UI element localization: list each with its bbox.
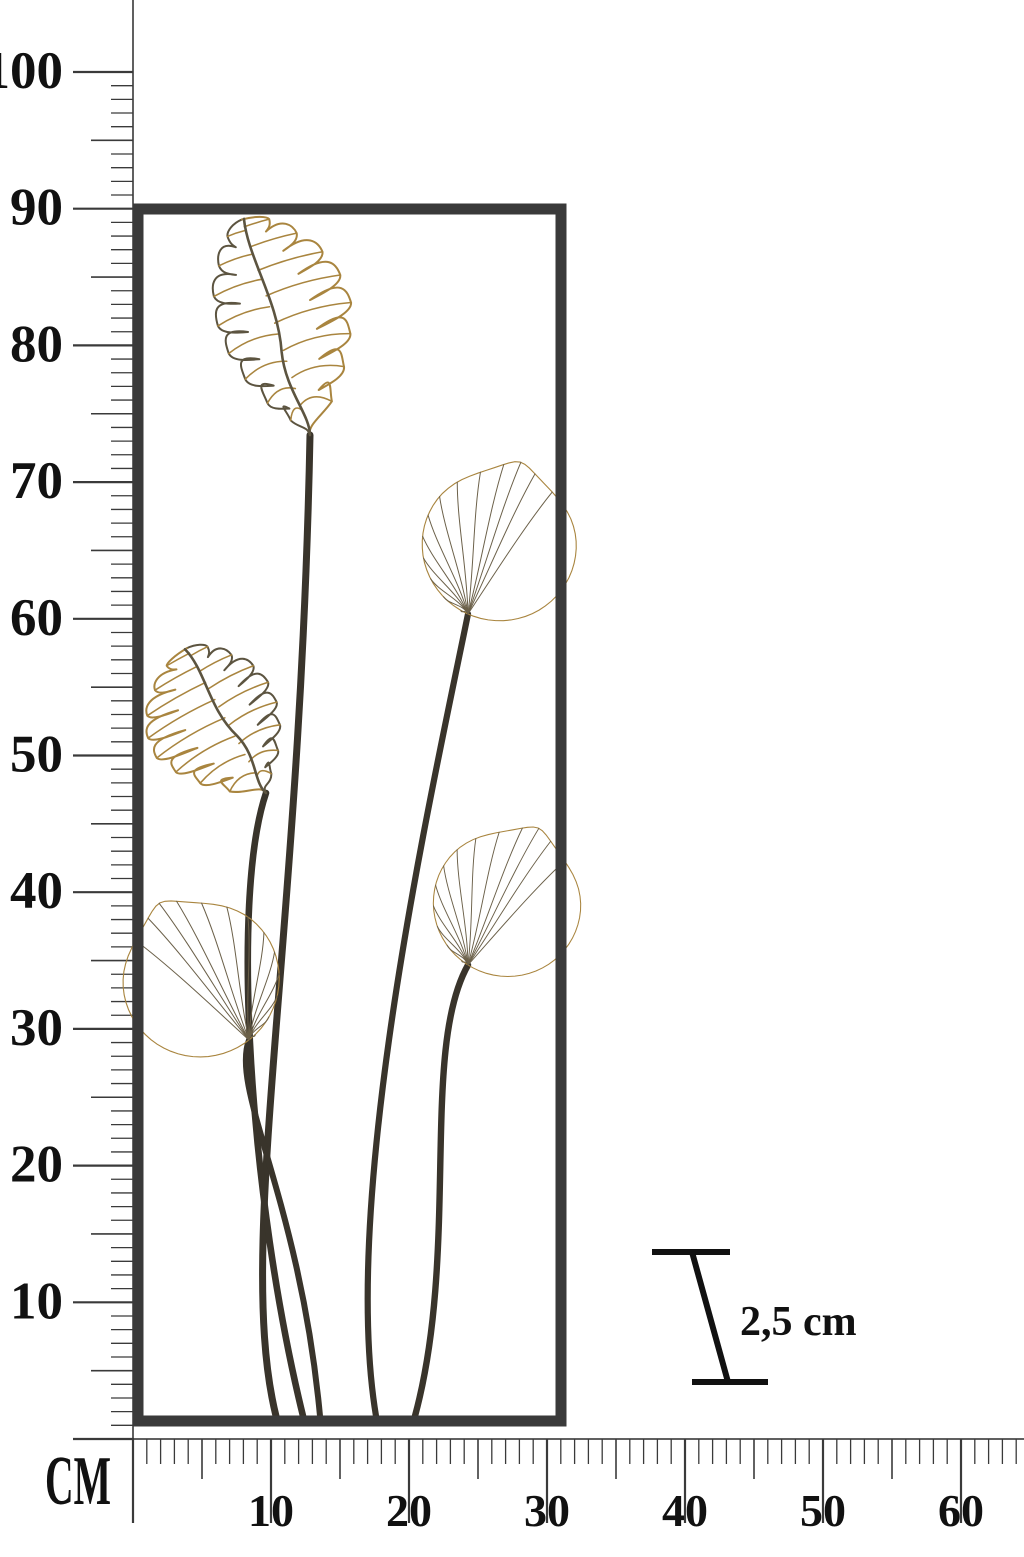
svg-text:70: 70 [10,452,63,510]
svg-text:60: 60 [10,589,63,647]
svg-text:40: 40 [662,1485,708,1536]
svg-text:10: 10 [248,1485,294,1536]
svg-text:50: 50 [10,726,63,784]
svg-text:10: 10 [10,1272,63,1330]
svg-text:30: 30 [524,1485,570,1536]
svg-text:CM: CM [45,1443,111,1520]
svg-text:50: 50 [800,1485,846,1536]
svg-text:20: 20 [10,1136,63,1194]
svg-text:2,5 cm: 2,5 cm [740,1299,857,1345]
svg-text:80: 80 [10,315,63,373]
svg-text:40: 40 [10,862,63,920]
svg-text:60: 60 [938,1485,984,1536]
svg-text:20: 20 [386,1485,432,1536]
svg-text:100: 100 [0,42,63,100]
svg-text:90: 90 [10,179,63,237]
svg-text:30: 30 [10,999,63,1057]
